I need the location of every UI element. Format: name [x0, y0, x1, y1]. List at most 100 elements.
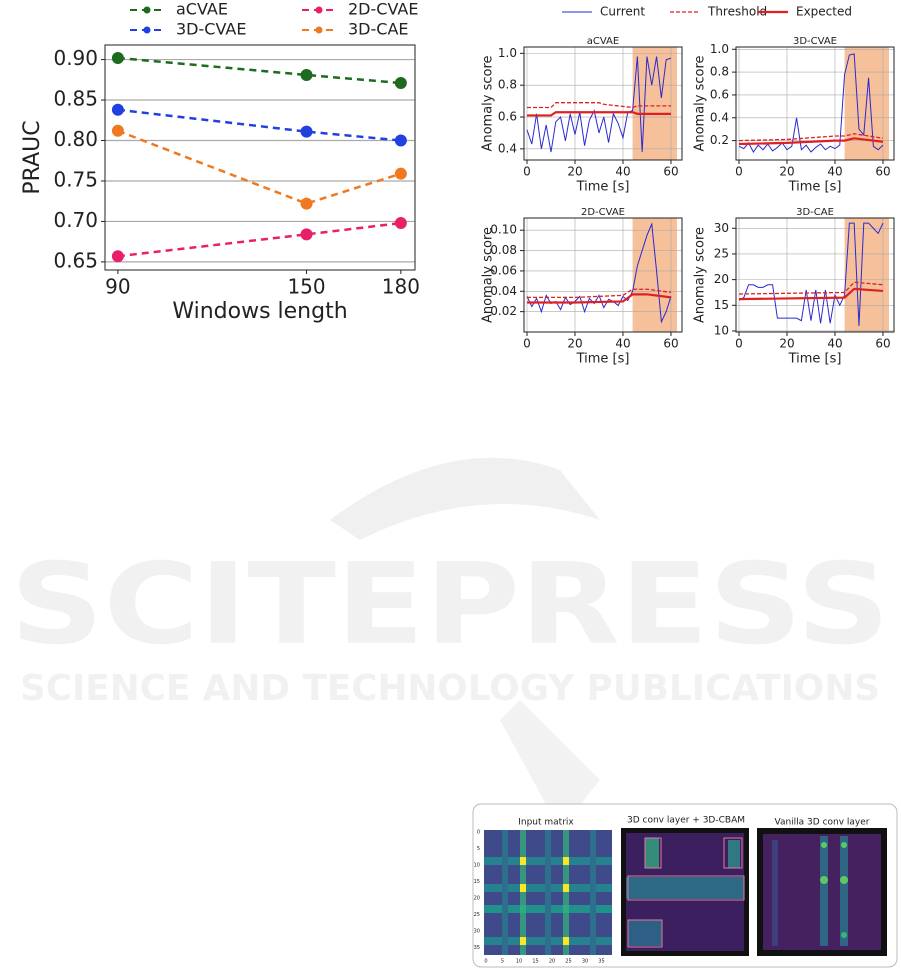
- y-tick-label: 0.2: [710, 133, 729, 147]
- y-tick-label: 0.85: [53, 87, 98, 111]
- y-tick-label: 1.0: [498, 46, 517, 60]
- tick-label: 35: [474, 945, 480, 951]
- series-line: [526, 288, 672, 299]
- plot-frame: [735, 217, 895, 333]
- point: [394, 134, 407, 147]
- plot-frame: [735, 46, 895, 161]
- chart: 0.2 0.4 0.6 0.8 1.0 0 20 40 60 3D-CVAE Time [s] Ano…: [693, 36, 895, 195]
- y-tick-label: 0.02: [490, 304, 517, 318]
- legend-label: 3D-CVAE: [176, 20, 246, 39]
- legend-marker: [315, 26, 323, 34]
- legend-label: 2D-CVAE: [348, 0, 418, 19]
- y-tick-label: 0.4: [710, 110, 729, 124]
- y-tick-label: 0.4: [498, 141, 517, 155]
- watermark: SCITEPRESS SCIENCE AND TECHNOLOGY PUBLIC…: [10, 457, 890, 830]
- x-tick-label: 60: [875, 165, 890, 179]
- feature-figure: Input matrix 3D conv layer + 3D-CBAM Van…: [472, 803, 898, 968]
- y-tick-label: 0.8: [710, 65, 729, 79]
- series-line: [117, 221, 402, 258]
- legend-label: Expected: [796, 5, 852, 19]
- y-tick-label: 0.04: [490, 284, 517, 298]
- series-line: [117, 108, 401, 142]
- chart-title: aCVAE: [587, 36, 619, 47]
- input-ticks: 0 0 5 5 10 10 15 15 20 20 25 25 30 30 35 35: [474, 830, 605, 965]
- x-axis-label: Time [s]: [576, 180, 630, 195]
- x-axis-label: Time [s]: [576, 352, 630, 367]
- series-line: [738, 137, 884, 146]
- series-line: [738, 287, 884, 301]
- point: [394, 217, 407, 230]
- tick-label: 25: [474, 912, 480, 918]
- plot-frame: [104, 44, 416, 271]
- x-tick-label: 20: [779, 337, 794, 351]
- panel-title: Input matrix: [518, 818, 574, 828]
- y-tick-label: 0.70: [53, 208, 98, 232]
- chart: 0.65 0.70 0.75 0.80 0.85 0.90 90 150 180 Windows …: [20, 0, 420, 324]
- tick-label: 35: [598, 959, 604, 965]
- chart: 0.02 0.04 0.06 0.08 0.10 0 20 40 60 2D-CVAE Time […: [481, 207, 683, 367]
- series-line: [738, 133, 884, 142]
- tick-label: 15: [532, 959, 538, 965]
- tick-label: 10: [474, 863, 480, 869]
- series-line: [738, 53, 884, 153]
- point: [300, 68, 313, 81]
- y-tick-label: 0.6: [498, 110, 517, 124]
- legend-marker: [143, 6, 151, 14]
- plot-frame: [523, 217, 683, 333]
- x-tick-label: 20: [567, 165, 582, 179]
- y-tick-label: 0.6: [710, 87, 729, 101]
- tick-label: 10: [516, 959, 522, 965]
- y-axis-label: Anomaly score: [693, 55, 708, 151]
- y-axis-label: Anomaly score: [481, 227, 496, 323]
- chart-title: 3D-CAE: [796, 207, 834, 218]
- y-tick-label: 0.65: [53, 248, 98, 272]
- legend-label: 3D-CAE: [348, 20, 409, 39]
- series-line: [526, 111, 671, 117]
- y-tick-label: 0.10: [490, 223, 517, 237]
- x-tick-label: 20: [567, 337, 582, 351]
- x-tick-label: 0: [523, 165, 531, 179]
- vanilla-heatmap: [757, 828, 887, 956]
- tick-label: 30: [582, 959, 588, 965]
- y-tick-label: 0.8: [498, 78, 517, 92]
- y-tick-label: 1.0: [710, 42, 729, 56]
- chart-title: 2D-CVAE: [581, 207, 625, 218]
- legend-marker: [143, 26, 151, 34]
- x-axis-label: Windows length: [172, 299, 347, 324]
- legend-label: aCVAE: [176, 0, 228, 19]
- legend-marker: [315, 6, 323, 14]
- tick-label: 0: [484, 959, 487, 965]
- x-tick-label: 40: [615, 337, 630, 351]
- anomaly-region: [844, 218, 889, 332]
- y-tick-label: 0.80: [53, 127, 98, 151]
- x-tick-label: 90: [105, 275, 130, 299]
- panel-title: 3D conv layer + 3D-CBAM: [627, 816, 745, 826]
- x-axis-label: Time [s]: [788, 352, 842, 367]
- tick-label: 20: [549, 959, 555, 965]
- chart-title: 3D-CVAE: [793, 36, 837, 47]
- y-tick-label: 15: [714, 298, 729, 312]
- y-tick-label: 25: [714, 246, 729, 260]
- legend-label: Current: [600, 5, 645, 19]
- chart: 0.4 0.6 0.8 1.0 0 20 40 60 aCVAE Time [s] Anomaly …: [481, 5, 853, 195]
- anomaly-region: [632, 218, 677, 332]
- x-tick-label: 180: [382, 275, 420, 299]
- y-tick-label: 0.90: [53, 46, 98, 70]
- x-tick-label: 0: [735, 165, 743, 179]
- watermark-logo: [330, 457, 600, 540]
- x-tick-label: 40: [827, 337, 842, 351]
- point: [111, 103, 124, 116]
- panel-title: Vanilla 3D conv layer: [775, 818, 870, 828]
- point: [111, 250, 124, 263]
- y-tick-label: 0.75: [53, 167, 98, 191]
- series-line: [738, 222, 884, 326]
- y-tick-label: 20: [714, 272, 729, 286]
- x-tick-label: 40: [827, 165, 842, 179]
- x-tick-label: 20: [779, 165, 794, 179]
- y-tick-label: 30: [714, 221, 729, 235]
- cbam-heatmap: [621, 828, 749, 956]
- tick-label: 25: [565, 959, 571, 965]
- tick-label: 5: [501, 959, 504, 965]
- tick-label: 20: [474, 896, 480, 902]
